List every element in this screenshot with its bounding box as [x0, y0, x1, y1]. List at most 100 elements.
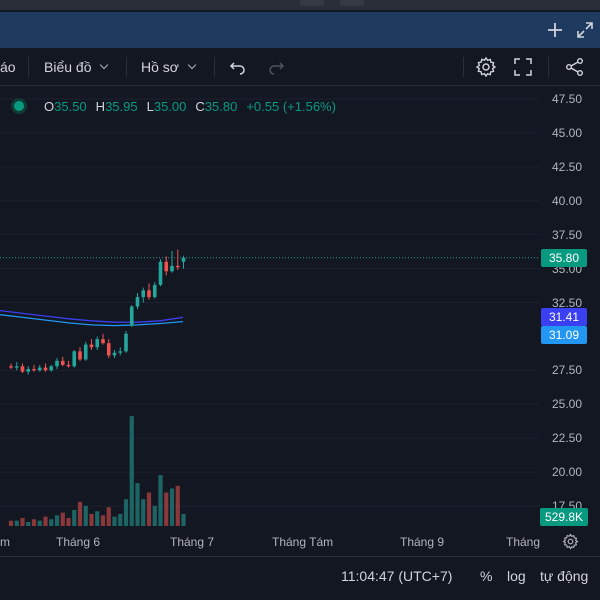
candle-body: [152, 284, 157, 298]
volume-bar: [89, 513, 94, 526]
volume-bar: [77, 501, 83, 526]
grid-lines: [0, 98, 540, 507]
candles: [9, 249, 186, 375]
volume-bar: [83, 505, 88, 526]
price-tick: 22.50: [552, 431, 583, 446]
volume-bar: [95, 511, 100, 526]
volume-bar: [118, 513, 123, 526]
chevron-down-icon: [100, 60, 109, 70]
candle-body: [83, 344, 88, 360]
candle-body: [170, 265, 174, 272]
redo-button[interactable]: [267, 48, 285, 86]
candle-body: [181, 257, 186, 262]
clock[interactable]: 11:04:47 (UTC+7): [341, 568, 453, 584]
tab-edge[interactable]: [340, 0, 364, 6]
moving-averages: [0, 309, 184, 327]
time-axis[interactable]: m Tháng 6 Tháng 7 Tháng Tám Tháng 9 Thán…: [0, 528, 600, 556]
status-dot-icon[interactable]: [14, 101, 24, 111]
volume-bar: [20, 517, 25, 526]
window-top-strip: [0, 0, 600, 10]
candle-body: [49, 366, 54, 371]
share-icon: [566, 58, 583, 76]
undo-button[interactable]: [229, 48, 247, 86]
time-tick: Tháng Tám: [272, 535, 334, 549]
open-value: 35.50: [54, 98, 87, 114]
volume-bar: [146, 492, 152, 526]
chart-type-dropdown[interactable]: Biểu đồ: [44, 48, 109, 86]
profile-label: Hồ sơ: [141, 59, 179, 75]
candle-body: [147, 290, 151, 298]
time-tick: Tháng 9: [400, 535, 445, 549]
candle-body: [175, 265, 180, 268]
time-tick: m: [0, 535, 10, 549]
divider: [126, 57, 127, 77]
candle-body: [9, 366, 13, 368]
candle-body: [118, 351, 123, 353]
price-tick: 37.50: [552, 227, 583, 242]
undo-icon: [229, 62, 245, 75]
price-tick: 47.50: [552, 92, 583, 106]
candle-body: [158, 261, 163, 285]
candle-body: [60, 360, 65, 365]
alert-label: áo: [0, 59, 16, 75]
candle-body: [106, 343, 111, 356]
candle-body: [20, 366, 25, 372]
gear-icon: [475, 56, 497, 78]
volume-bar: [60, 512, 65, 526]
chevron-down-icon: [187, 60, 197, 70]
tab-bar: [0, 12, 600, 48]
price-tick: 40.00: [552, 193, 583, 208]
volume-tag: 529.8K: [540, 508, 588, 526]
percent-toggle[interactable]: %: [480, 568, 493, 584]
ohlc-legend: O 35.50 H 35.95 L 35.00 C 35.80 +0.55 (+…: [0, 94, 540, 118]
fullscreen-button[interactable]: [513, 48, 533, 86]
candle-body: [89, 344, 94, 348]
chart-pane[interactable]: [0, 86, 540, 526]
axis-settings-button[interactable]: [562, 533, 579, 553]
candle-body: [55, 360, 59, 367]
candle-body: [124, 333, 128, 352]
volume-bar: [112, 516, 117, 526]
candle-body: [112, 352, 117, 356]
volume-bar: [135, 483, 140, 526]
close-value: 35.80: [204, 98, 238, 114]
chart-type-label: Biểu đồ: [44, 59, 92, 75]
volume-bar: [100, 515, 106, 526]
close-label: C: [195, 98, 205, 114]
volume-bar: [158, 475, 163, 526]
price-tick: 27.50: [552, 363, 583, 378]
ma-line: [0, 309, 184, 323]
ma1-price-tag: 31.41: [541, 308, 587, 327]
candle-body: [78, 351, 82, 360]
log-toggle[interactable]: log: [507, 568, 526, 584]
price-tick: 25.00: [552, 397, 583, 412]
open-label: O: [44, 98, 55, 114]
profile-dropdown[interactable]: Hồ sơ: [141, 48, 197, 86]
candle-body: [14, 366, 19, 368]
add-tab-icon[interactable]: [541, 16, 569, 44]
fullscreen-expand-icon[interactable]: [571, 16, 599, 44]
volume-bar: [54, 515, 60, 526]
settings-button[interactable]: [475, 48, 497, 86]
price-axis[interactable]: 47.50 45.00 42.50 40.00 37.50 35.00 32.50 27.50…: [542, 86, 600, 526]
high-value: 35.95: [105, 98, 138, 114]
candle-body: [101, 339, 105, 344]
low-value: 35.00: [153, 98, 187, 114]
price-tick: 42.50: [552, 159, 583, 174]
auto-scale-toggle[interactable]: tự động: [540, 568, 589, 584]
time-tick: Tháng 7: [170, 535, 215, 549]
share-button[interactable]: [565, 48, 585, 86]
time-tick: Tháng 6: [56, 535, 101, 549]
volume-bar: [49, 519, 54, 526]
price-tick: 32.50: [552, 295, 583, 310]
alert-button[interactable]: áo: [0, 48, 16, 86]
volume-bar: [106, 507, 111, 526]
volume-bar: [31, 519, 37, 526]
volume-bar: [8, 520, 14, 526]
volume-bar: [129, 416, 134, 526]
last-price-tag: 35.80: [541, 248, 587, 267]
tab-edge[interactable]: [300, 0, 324, 6]
volume-bar: [43, 516, 48, 526]
volume-bar: [169, 488, 175, 526]
volume-bar: [14, 520, 19, 526]
